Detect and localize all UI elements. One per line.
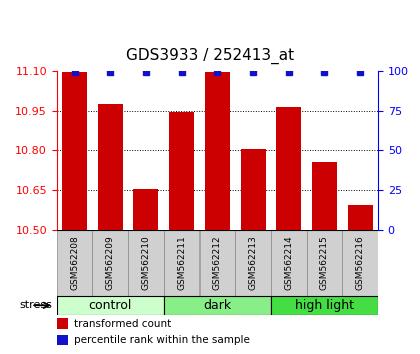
- Text: GDS3933 / 252413_at: GDS3933 / 252413_at: [126, 47, 294, 64]
- Text: GSM562211: GSM562211: [177, 235, 186, 290]
- Bar: [164, 296, 271, 315]
- Bar: [169, 112, 194, 230]
- Text: transformed count: transformed count: [74, 319, 172, 329]
- Text: dark: dark: [203, 299, 231, 312]
- Bar: [92, 230, 128, 296]
- Text: GSM562209: GSM562209: [106, 235, 115, 290]
- Bar: [98, 104, 123, 230]
- Bar: [57, 230, 92, 296]
- Text: GSM562210: GSM562210: [142, 235, 150, 290]
- Bar: [271, 230, 307, 296]
- Text: high light: high light: [295, 299, 354, 312]
- Bar: [348, 205, 373, 230]
- Text: GSM562215: GSM562215: [320, 235, 329, 290]
- Text: GSM562214: GSM562214: [284, 235, 293, 290]
- Bar: [235, 230, 271, 296]
- Bar: [342, 230, 378, 296]
- Text: GSM562213: GSM562213: [249, 235, 257, 290]
- Bar: [62, 72, 87, 230]
- Text: GSM562216: GSM562216: [356, 235, 365, 290]
- Bar: [241, 149, 265, 230]
- Bar: [128, 230, 164, 296]
- Bar: [200, 230, 235, 296]
- Bar: [307, 230, 342, 296]
- Bar: [164, 230, 200, 296]
- Bar: [57, 296, 164, 315]
- Bar: [57, 318, 68, 329]
- Bar: [276, 107, 301, 230]
- Bar: [205, 72, 230, 230]
- Text: control: control: [89, 299, 132, 312]
- Text: percentile rank within the sample: percentile rank within the sample: [74, 335, 250, 345]
- Text: GSM562212: GSM562212: [213, 235, 222, 290]
- Bar: [134, 189, 158, 230]
- Bar: [312, 162, 337, 230]
- Text: GSM562208: GSM562208: [70, 235, 79, 290]
- Text: stress: stress: [20, 300, 52, 310]
- Bar: [57, 335, 68, 346]
- Bar: [271, 296, 378, 315]
